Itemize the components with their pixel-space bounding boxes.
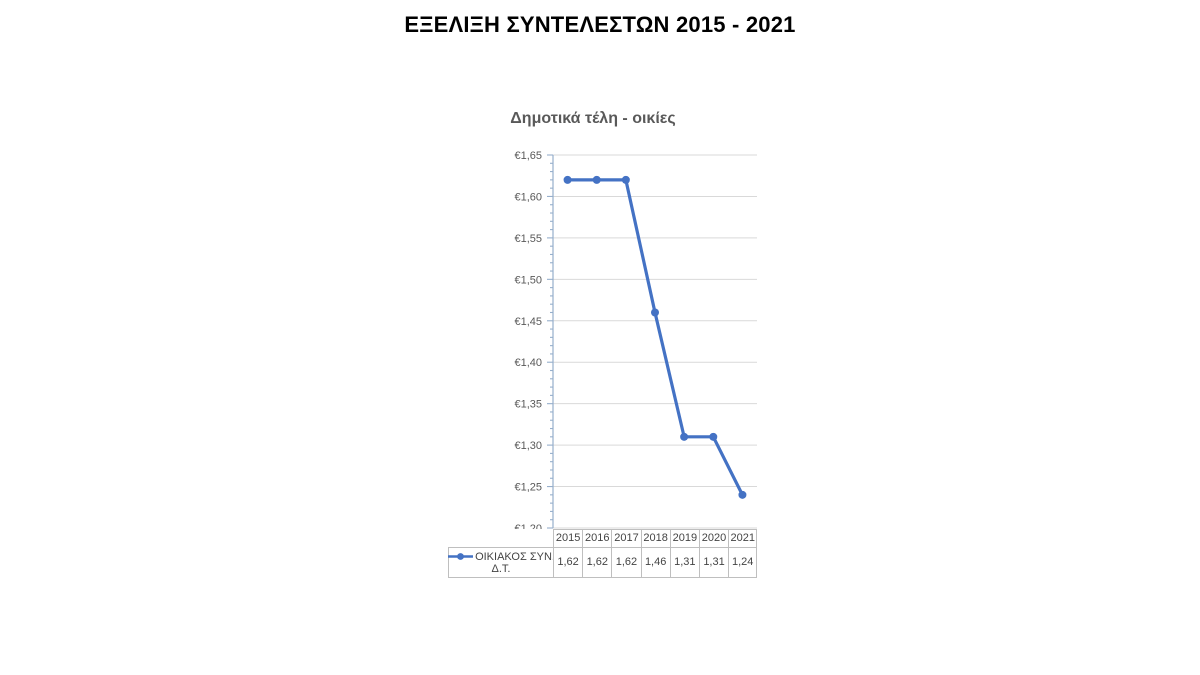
value-cell-2018: 1,46	[640, 547, 670, 578]
table-corner-spacer	[448, 529, 553, 547]
value-cell-2019: 1,31	[669, 547, 699, 578]
y-axis-tick-label: €1,55	[514, 233, 542, 245]
legend-cell: ΟΙΚΙΑΚΟΣ ΣΥΝ. Δ.Τ.	[447, 547, 555, 578]
series-point-2017	[621, 175, 630, 184]
year-header-2016: 2016	[582, 529, 612, 547]
year-header-2018: 2018	[640, 529, 670, 547]
value-cell-2015: 1,62	[553, 547, 583, 578]
year-header-2017: 2017	[611, 529, 641, 547]
series-point-2021	[738, 490, 747, 499]
y-axis-tick-label: €1,25	[514, 482, 542, 494]
y-axis-tick-label: €1,60	[514, 191, 542, 203]
y-axis-tick-label: €1,40	[514, 357, 542, 369]
year-header-2021: 2021	[728, 529, 758, 547]
y-axis	[547, 154, 554, 529]
y-axis-tick-label: €1,35	[514, 399, 542, 411]
year-header-2015: 2015	[553, 529, 583, 547]
legend-row: ΟΙΚΙΑΚΟΣ ΣΥΝ.	[447, 551, 555, 563]
series-point-2016	[592, 175, 601, 184]
series-point-2018	[651, 308, 659, 317]
line-chart-plot-area: €1,65 €1,60 €1,55 €1,50 €1,45 €1,40 €1,35 €1,30…	[514, 150, 757, 529]
series-point-2015	[563, 175, 572, 184]
page-title: ΕΞΕΛΙΞΗ ΣΥΝΤΕΛΕΣΤΩΝ 2015 - 2021	[404, 12, 796, 37]
y-gridlines	[553, 154, 757, 529]
year-header-2019: 2019	[669, 529, 699, 547]
legend-series-marker-icon	[448, 553, 474, 560]
y-axis-tick-label: €1,20	[514, 523, 542, 529]
legend-label-line2: Δ.Τ.	[491, 562, 511, 575]
value-cell-2020: 1,31	[698, 547, 729, 578]
chart-data-table: ΟΙΚΙΑΚΟΣ ΣΥΝ. Δ.Τ. 2015 1,62 2016 1,62 2017 1…	[447, 529, 758, 578]
series-ΟΙΚΙΑΚΟΣ ΣΥΝ. Δ.Τ.	[563, 175, 747, 499]
value-cell-2017: 1,62	[611, 547, 641, 578]
y-axis-tick-labels: €1,65 €1,60 €1,55 €1,50 €1,45 €1,40 €1,35 €1,30…	[514, 150, 542, 529]
legend-label-line1: ΟΙΚΙΑΚΟΣ ΣΥΝ.	[475, 550, 555, 563]
series-point-2020	[709, 432, 718, 441]
y-axis-tick-label: €1,50	[514, 274, 542, 286]
year-header-2020: 2020	[698, 529, 729, 547]
y-axis-tick-label: €1,65	[514, 150, 542, 162]
y-axis-tick-label: €1,30	[514, 440, 542, 452]
value-cell-2021: 1,24	[728, 547, 758, 578]
value-cell-2016: 1,62	[582, 547, 612, 578]
series-line	[565, 178, 745, 497]
y-axis-tick-label: €1,45	[514, 316, 542, 328]
series-point-2019	[680, 432, 689, 441]
chart-title: Δημοτικά τέλη - οικίες	[510, 110, 676, 127]
